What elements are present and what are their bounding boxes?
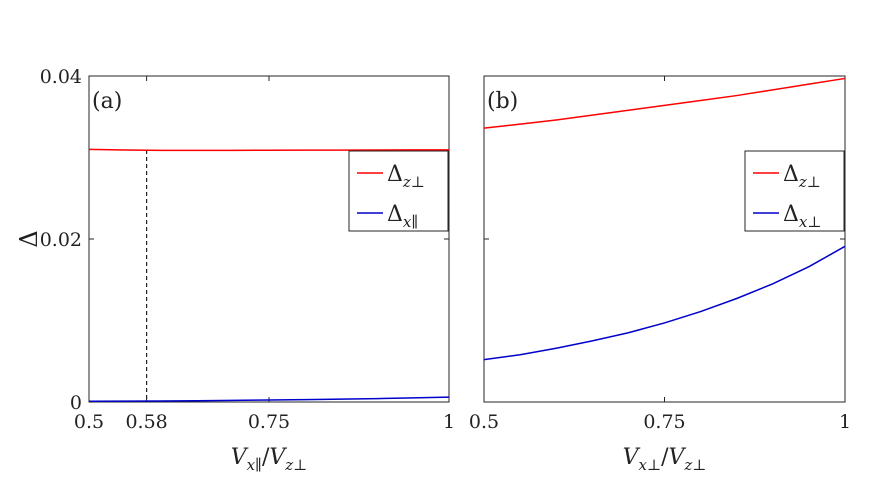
chart-panel-0: 0.5 0.58 0.75 1 0 0.02 0.04 (a) Δz⊥ Δx∥ Vx∥/Vz⊥ Δ [15,66,455,474]
panel-label: (a) [92,89,122,114]
y-axis-label: Δ [15,230,43,247]
x-tick-label: 0.75 [643,411,685,433]
legend-entry: Δz⊥ [783,162,821,191]
x-tick-label: 0.5 [74,411,104,433]
y-tick-label: 0.02 [40,229,82,251]
axes-frame [483,75,846,403]
x-tick-label: 0.5 [469,411,499,433]
series-line-1 [88,396,450,402]
series-line-1 [483,245,846,361]
series-line-0 [483,77,846,129]
legend-entry: Δz⊥ [387,162,425,191]
x-axis-label: Vx∥/Vz⊥ [231,445,308,474]
legend-box [348,150,449,232]
x-tick-label: 1 [443,411,455,433]
chart-panel-1: 0.5 0.75 1 (b) Δz⊥ Δx⊥ Vx⊥/Vz⊥ [469,75,851,474]
x-tick-label: 0.75 [248,411,290,433]
legend-entry: Δx⊥ [783,202,821,231]
panel-label: (b) [487,89,518,114]
legend: Δz⊥ Δx∥ [348,150,449,232]
legend: Δz⊥ Δx⊥ [744,150,845,232]
y-tick-label: 0.04 [40,66,82,88]
legend-box [744,150,845,232]
axes-frame [88,75,450,403]
x-tick-label: 1 [839,411,851,433]
y-tick-label: 0 [70,392,82,414]
x-tick-label: 0.58 [125,411,167,433]
legend-entry: Δx∥ [387,202,418,231]
x-axis-label: Vx⊥/Vz⊥ [623,445,707,474]
series-line-0 [88,148,450,152]
